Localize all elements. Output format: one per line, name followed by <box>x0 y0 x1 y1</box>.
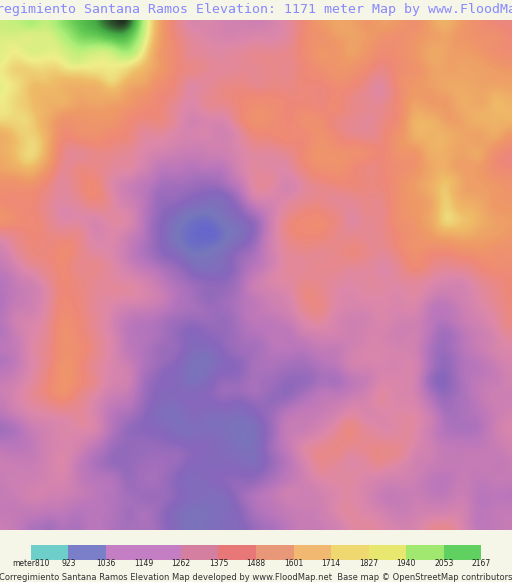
Bar <box>293 545 331 560</box>
Text: 1262: 1262 <box>172 559 190 567</box>
Text: 1714: 1714 <box>322 559 340 567</box>
Bar <box>369 545 406 560</box>
Text: meter810: meter810 <box>12 559 49 567</box>
Text: 1940: 1940 <box>396 559 416 567</box>
Text: 2053: 2053 <box>434 559 454 567</box>
Text: 923: 923 <box>61 559 75 567</box>
Bar <box>444 545 481 560</box>
Bar <box>31 545 68 560</box>
Text: 1375: 1375 <box>209 559 228 567</box>
Text: Corregimiento Santana Ramos Elevation: 1171 meter Map by www.FloodMap.n: Corregimiento Santana Ramos Elevation: 1… <box>0 3 512 16</box>
Text: Corregimiento Santana Ramos Elevation Map developed by www.FloodMap.net  Base ma: Corregimiento Santana Ramos Elevation Ma… <box>0 573 512 582</box>
Text: 1601: 1601 <box>284 559 303 567</box>
Bar <box>406 545 444 560</box>
Text: 2167: 2167 <box>472 559 491 567</box>
Text: 1149: 1149 <box>134 559 153 567</box>
Bar <box>331 545 369 560</box>
Bar <box>106 545 143 560</box>
Bar <box>68 545 106 560</box>
Bar <box>181 545 219 560</box>
Bar <box>256 545 293 560</box>
Text: 1036: 1036 <box>96 559 116 567</box>
Bar <box>143 545 181 560</box>
Text: 1488: 1488 <box>246 559 266 567</box>
Bar <box>219 545 256 560</box>
Text: 1827: 1827 <box>359 559 378 567</box>
